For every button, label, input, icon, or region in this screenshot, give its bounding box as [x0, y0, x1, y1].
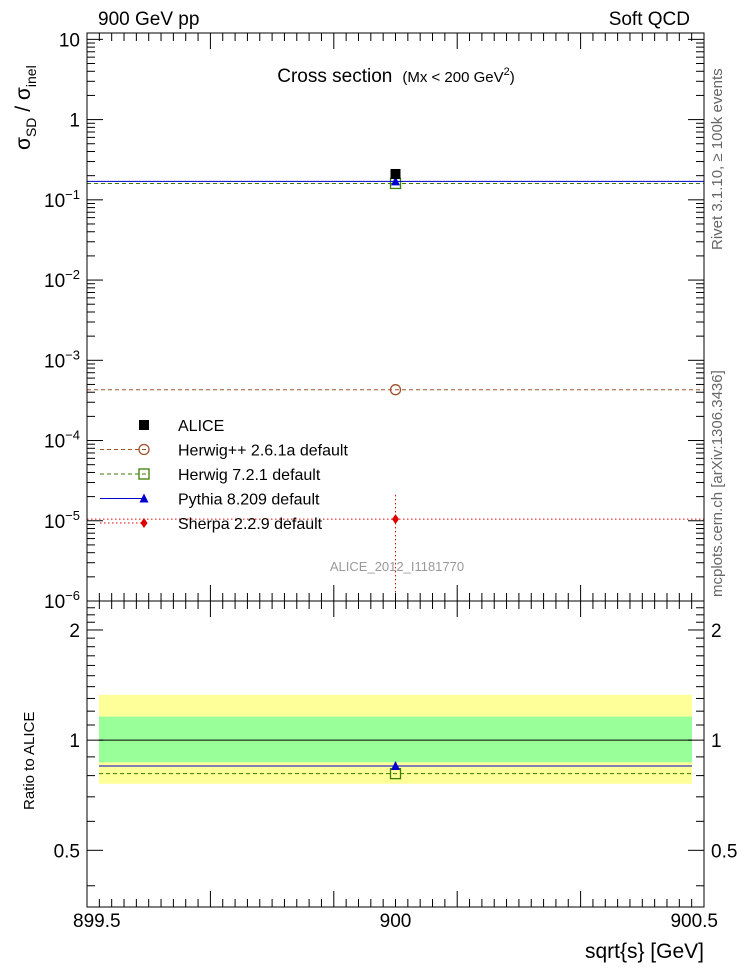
- main-title-note: (Mx < 200 GeV: [402, 69, 503, 86]
- legend-marker-sherpa: [140, 518, 148, 528]
- ylabel-sigma: σ: [12, 137, 35, 150]
- x-tick-label: 899.5: [73, 911, 121, 932]
- marker-herwigpp: [389, 384, 402, 396]
- legend-label-alice: ALICE: [178, 418, 224, 435]
- x-tick-label: 900: [380, 911, 412, 932]
- ratio-band-inner: [99, 716, 692, 763]
- mcplots-label: mcplots.cern.ch [arXiv:1306.3436]: [709, 370, 726, 597]
- legend-label-sherpa: Sherpa 2.2.9 default: [178, 516, 323, 533]
- legend-label-herwig7: Herwig 7.2.1 default: [178, 467, 321, 484]
- ylabel-sub: SD: [23, 118, 39, 137]
- y-tick-label: 10−1: [44, 187, 80, 212]
- y-tick-exp: −5: [65, 508, 80, 523]
- ratio-x-ticks: 899.5 900 900.5: [73, 601, 718, 932]
- ratio-bands: [99, 694, 692, 784]
- y-tick-exp: −6: [65, 588, 80, 603]
- main-title-text: Cross section: [277, 66, 392, 87]
- y-tick-base: 10: [44, 432, 65, 453]
- legend-marker-herwig7: [138, 468, 150, 480]
- ylabel-mid: / σ: [12, 87, 35, 118]
- y-tick-exp: −4: [65, 428, 80, 443]
- main-panel: ALICE_2012_I1181770 10−610−510−410−310−2…: [12, 30, 705, 613]
- legend: ALICE Herwig++ 2.6.1a default Herwig 7.2.1…: [100, 418, 348, 533]
- y-tick-base: 10: [44, 191, 65, 212]
- ratio-y-tick-label-right: 0.5: [711, 841, 737, 862]
- ratio-frame: [86, 600, 705, 908]
- rivet-label: Rivet 3.1.10, ≥ 100k events: [709, 68, 726, 250]
- main-x-ticks: [86, 33, 705, 601]
- ratio-series-group: [99, 760, 692, 780]
- watermark: ALICE_2012_I1181770: [330, 559, 464, 574]
- y-tick-exp: −2: [65, 267, 80, 282]
- ylabel-sub2: inel: [23, 65, 39, 87]
- y-tick-base: 10: [44, 271, 65, 292]
- marker-sherpa: [392, 514, 399, 525]
- y-tick-label: 10−5: [44, 508, 80, 533]
- y-tick-exp: −1: [65, 187, 80, 202]
- header-right: Soft QCD: [609, 9, 690, 30]
- marker-pythia: [391, 176, 400, 186]
- header-left: 900 GeV pp: [98, 9, 199, 30]
- main-series-group: [87, 168, 704, 601]
- ratio-y-tick-label-right: 2: [711, 621, 722, 642]
- y-tick-label: 10−3: [44, 347, 80, 372]
- legend-marker-herwigpp: [138, 443, 150, 456]
- legend-marker-pythia: [139, 493, 149, 503]
- y-tick-label: 10−6: [44, 588, 80, 613]
- legend-marker-alice: [139, 420, 149, 430]
- ratio-marker-pythia: [391, 760, 400, 770]
- main-title: Cross section (Mx < 200 GeV2): [277, 66, 515, 87]
- y-tick-label: 10: [59, 30, 80, 51]
- main-y-label: σSD / σinel: [12, 65, 39, 150]
- y-tick-exp: −3: [65, 347, 80, 362]
- x-axis-label: sqrt{s} [GeV]: [585, 940, 704, 963]
- ratio-y-tick-label: 0.5: [54, 841, 80, 862]
- y-tick-label: 1: [69, 111, 80, 132]
- legend-label-herwigpp: Herwig++ 2.6.1a default: [178, 443, 348, 460]
- main-title-note-sup: 2: [504, 66, 510, 78]
- main-title-note-close: ): [510, 69, 515, 86]
- y-tick-base: 10: [44, 512, 65, 533]
- x-tick-label: 900.5: [670, 911, 718, 932]
- main-plot-area: [87, 33, 704, 601]
- legend-label-pythia: Pythia 8.209 default: [178, 492, 320, 509]
- y-tick-base: 10: [44, 351, 65, 372]
- ratio-panel: 0.5 0.51 12 2 899.5 900 900.5 Ratio to ALICE …: [21, 600, 737, 963]
- ratio-y-label: Ratio to ALICE: [21, 712, 38, 810]
- ratio-y-tick-label: 2: [69, 621, 80, 642]
- y-tick-label: 10−4: [44, 428, 80, 453]
- ratio-y-tick-label: 1: [69, 731, 80, 752]
- y-tick-label: 10−2: [44, 267, 80, 292]
- ratio-y-tick-label-right: 1: [711, 731, 722, 752]
- y-tick-base: 10: [44, 592, 65, 613]
- marker-alice: [390, 168, 401, 179]
